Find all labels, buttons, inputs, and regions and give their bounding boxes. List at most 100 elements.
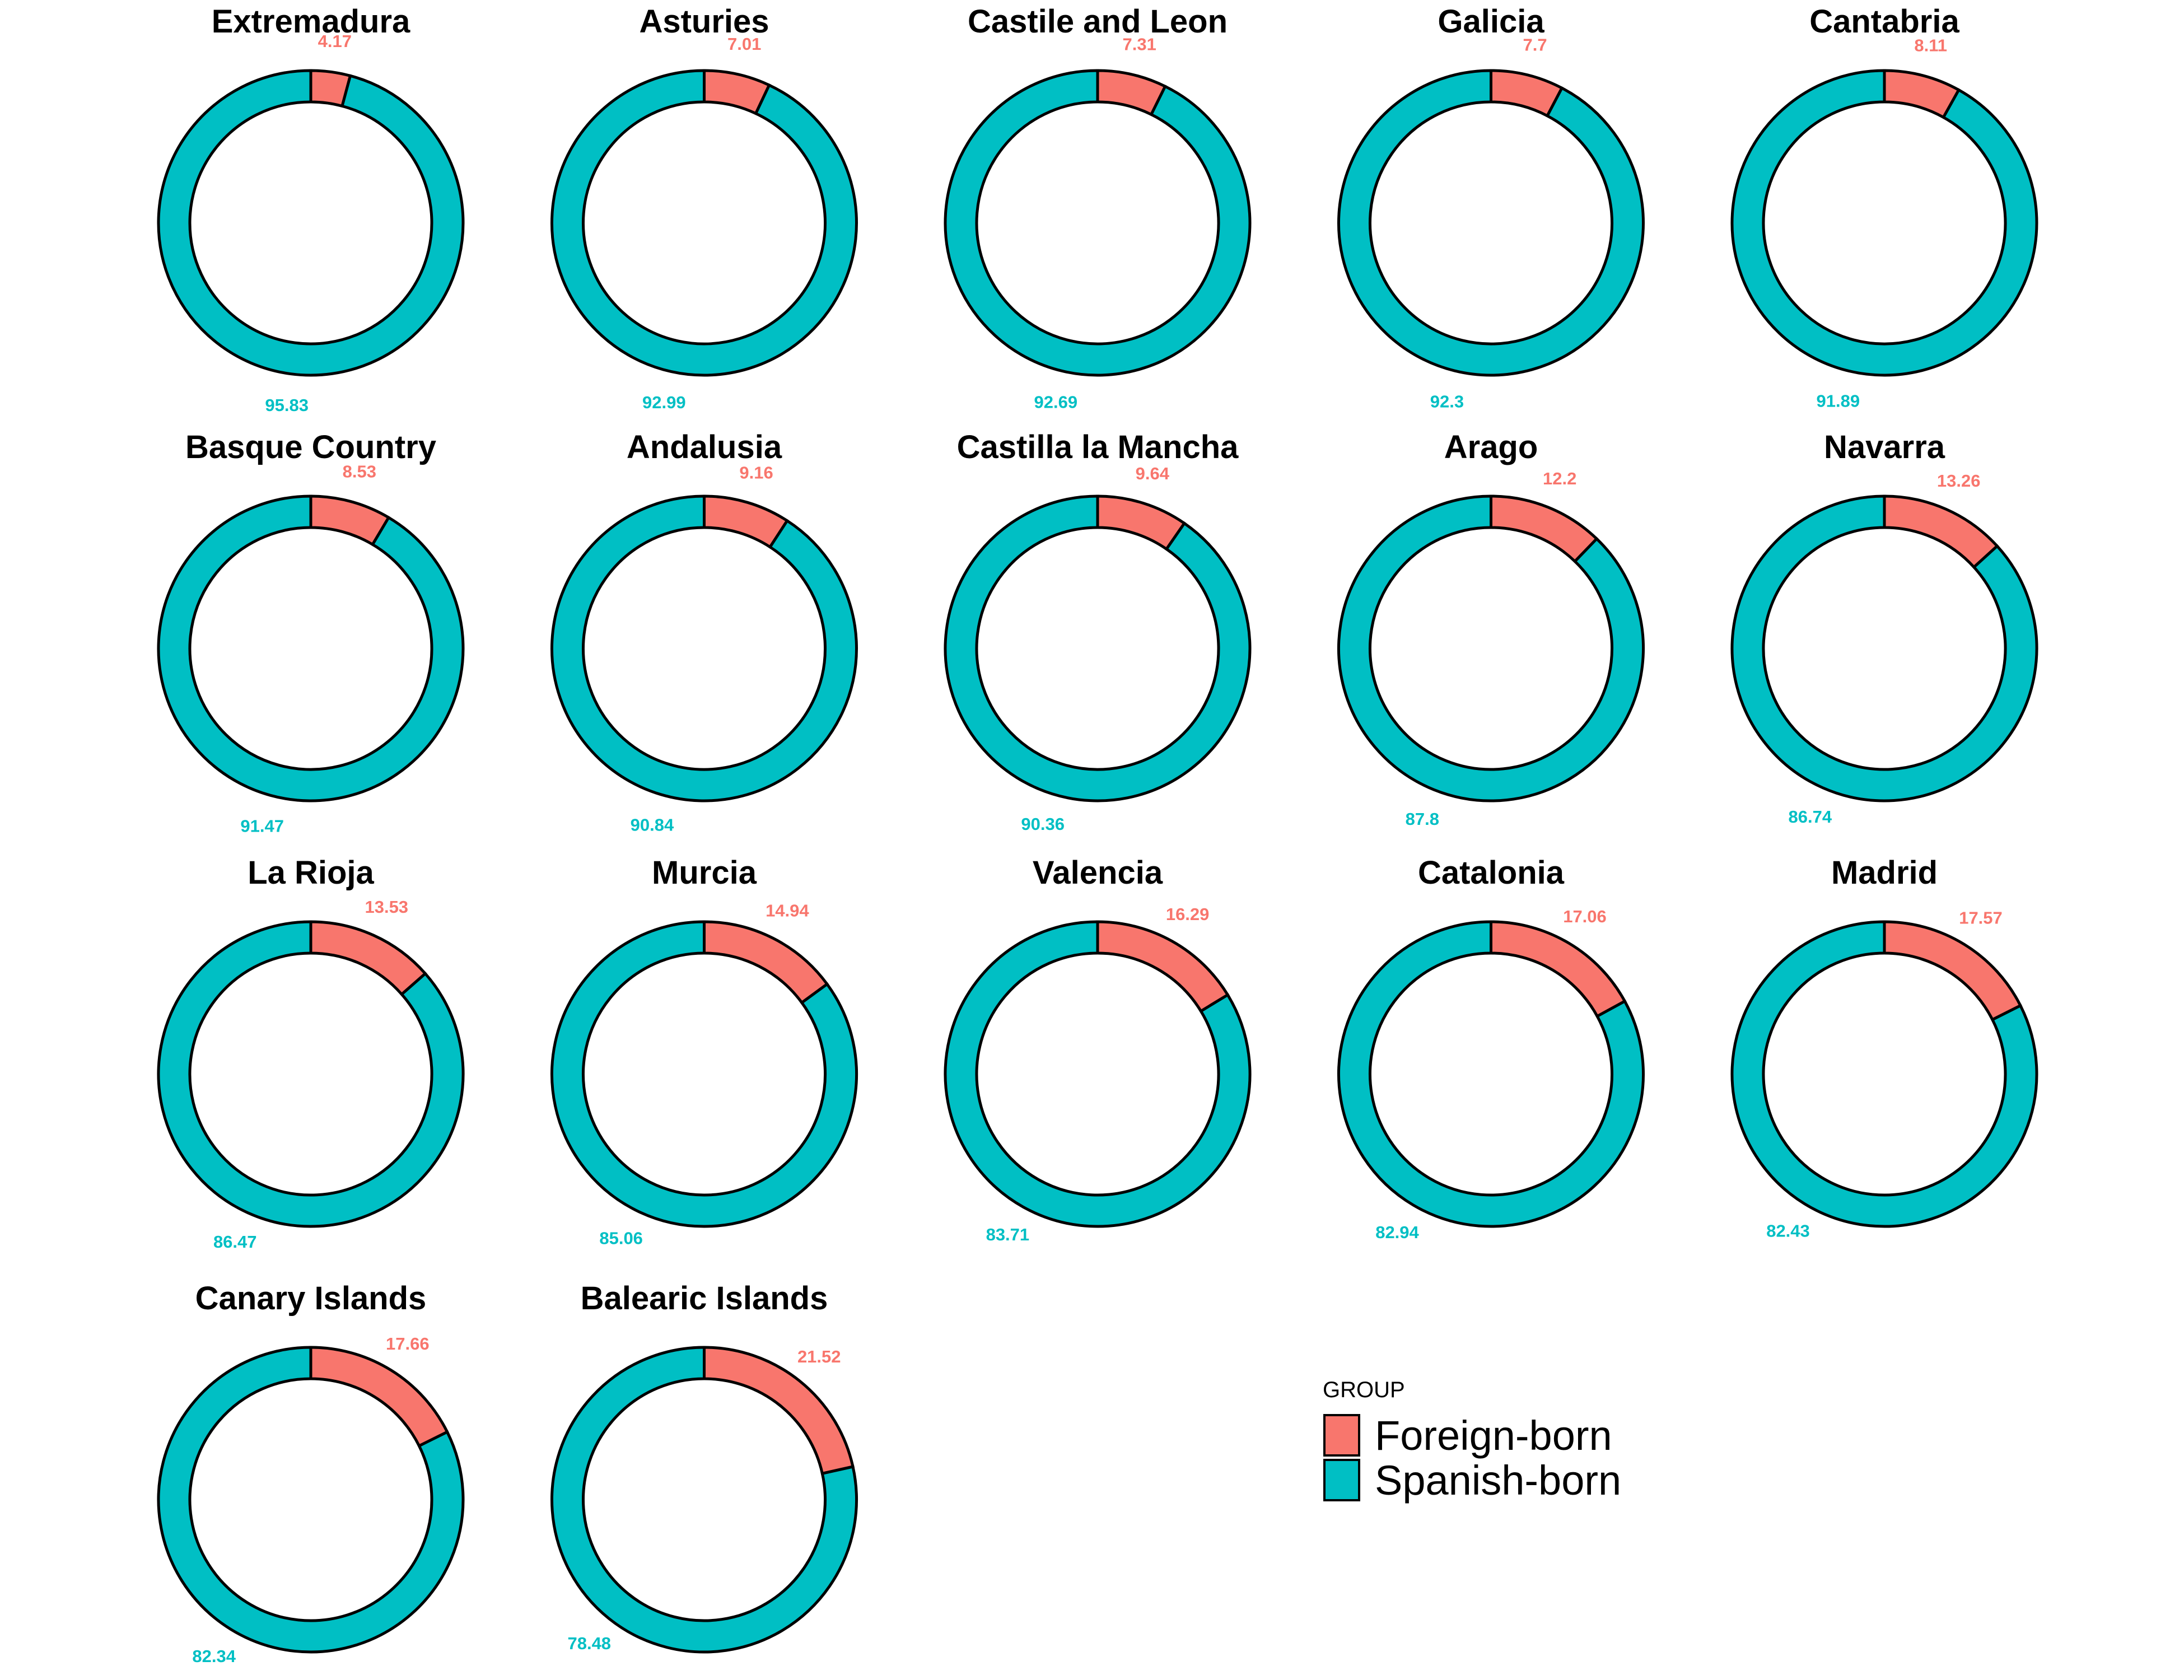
- label-spanish-born: 83.71: [986, 1225, 1030, 1244]
- label-spanish-born: 82.34: [192, 1646, 236, 1666]
- label-foreign-born: 4.17: [318, 31, 352, 51]
- label-foreign-born: 8.53: [343, 462, 376, 482]
- panel-title: Extremadura: [212, 3, 410, 40]
- slice-foreign-born: [703, 1346, 855, 1476]
- label-foreign-born: 12.2: [1543, 469, 1576, 488]
- slice-foreign-born: [703, 920, 829, 1005]
- slice-spanish-born: [550, 69, 858, 377]
- label-spanish-born: 86.47: [213, 1232, 257, 1252]
- panel-title: Basque Country: [185, 429, 436, 465]
- slice-foreign-born: [309, 1346, 449, 1448]
- label-spanish-born: 85.06: [599, 1229, 643, 1248]
- panel-title: Balearic Islands: [581, 1280, 828, 1317]
- panel-canary-islands: Canary Islands 17.66 82.34: [157, 1280, 465, 1666]
- label-spanish-born: 92.69: [1034, 392, 1078, 412]
- panel-title: Catalonia: [1418, 855, 1565, 891]
- label-spanish-born: 91.47: [240, 816, 284, 836]
- panel-balearic-islands: Balearic Islands 21.52 78.48: [550, 1280, 858, 1654]
- label-spanish-born: 82.43: [1766, 1221, 1810, 1240]
- label-foreign-born: 14.94: [766, 900, 809, 920]
- legend-swatch-foreign-born: [1323, 1414, 1360, 1457]
- label-foreign-born: 16.29: [1166, 904, 1210, 924]
- slice-spanish-born: [550, 494, 858, 802]
- panel-madrid: Madrid 17.57 82.43: [1730, 855, 2038, 1240]
- slice-foreign-born: [1883, 920, 2023, 1022]
- label-foreign-born: 9.16: [739, 463, 773, 482]
- label-spanish-born: 92.3: [1430, 391, 1464, 411]
- slice-spanish-born: [550, 920, 858, 1228]
- panel-title: Madrid: [1831, 855, 1938, 891]
- label-foreign-born: 7.31: [1122, 35, 1156, 54]
- panel-title: Andalusia: [627, 429, 782, 465]
- slice-foreign-born: [1096, 69, 1167, 116]
- panel-navarra: Navarra 13.26 86.74: [1730, 429, 2038, 827]
- slice-foreign-born: [1883, 69, 1961, 119]
- legend-swatch-spanish-born: [1323, 1459, 1360, 1501]
- slice-spanish-born: [1730, 494, 2038, 802]
- panel-title: Castile and Leon: [968, 3, 1228, 40]
- slice-foreign-born: [1096, 920, 1230, 1014]
- label-foreign-born: 7.01: [727, 34, 761, 54]
- label-foreign-born: 7.7: [1523, 35, 1547, 55]
- label-spanish-born: 86.74: [1788, 807, 1832, 827]
- label-spanish-born: 90.36: [1021, 814, 1065, 834]
- label-spanish-born: 82.94: [1375, 1222, 1419, 1242]
- label-foreign-born: 21.52: [797, 1347, 841, 1366]
- label-foreign-born: 13.53: [365, 897, 408, 917]
- slice-foreign-born: [703, 69, 771, 115]
- slice-foreign-born: [1490, 494, 1599, 563]
- slice-foreign-born: [703, 494, 790, 549]
- slice-spanish-born: [157, 920, 465, 1228]
- panel-title: Murcia: [652, 855, 757, 891]
- label-spanish-born: 78.48: [567, 1634, 611, 1653]
- label-spanish-born: 90.84: [631, 815, 674, 835]
- panel-title: Galicia: [1438, 3, 1544, 40]
- slice-foreign-born: [1096, 494, 1187, 551]
- slice-spanish-born: [1337, 494, 1645, 802]
- label-foreign-born: 17.57: [1959, 908, 2003, 928]
- panel-title: Navarra: [1824, 429, 1945, 465]
- legend-label-foreign-born: Foreign-born: [1375, 1412, 1612, 1459]
- slice-spanish-born: [157, 69, 465, 377]
- label-foreign-born: 17.66: [386, 1334, 430, 1354]
- legend-title: GROUP: [1323, 1378, 1405, 1402]
- label-foreign-born: 13.26: [1937, 471, 1981, 491]
- label-spanish-born: 87.8: [1406, 809, 1439, 829]
- panel-murcia: Murcia 14.94 85.06: [550, 855, 858, 1248]
- panel-title: La Rioja: [248, 855, 374, 891]
- slice-spanish-born: [944, 920, 1252, 1228]
- slice-spanish-born: [1337, 920, 1645, 1228]
- panel-title: Arago: [1444, 429, 1538, 465]
- label-spanish-born: 95.83: [265, 395, 309, 415]
- slice-foreign-born: [1883, 494, 1999, 570]
- panel-title: Castilla la Mancha: [957, 429, 1239, 465]
- panel-arago: Arago 12.2 87.8: [1337, 429, 1645, 829]
- panel-title: Valencia: [1033, 855, 1163, 891]
- slice-spanish-born: [1730, 920, 2038, 1228]
- slice-foreign-born: [1490, 920, 1627, 1019]
- slice-spanish-born: [550, 1346, 858, 1654]
- slice-spanish-born: [157, 1346, 465, 1654]
- slice-foreign-born: [1490, 69, 1564, 118]
- slice-spanish-born: [157, 494, 465, 802]
- label-foreign-born: 17.06: [1563, 907, 1607, 926]
- label-spanish-born: 92.99: [642, 393, 686, 412]
- slice-spanish-born: [1730, 69, 2038, 377]
- label-foreign-born: 9.64: [1136, 464, 1170, 483]
- panel-catalonia: Catalonia 17.06 82.94: [1337, 855, 1645, 1242]
- panel-title: Cantabria: [1809, 3, 1959, 40]
- legend-label-spanish-born: Spanish-born: [1375, 1457, 1621, 1504]
- panel-la-rioja: La Rioja 13.53 86.47: [157, 855, 465, 1252]
- label-spanish-born: 91.89: [1817, 391, 1860, 410]
